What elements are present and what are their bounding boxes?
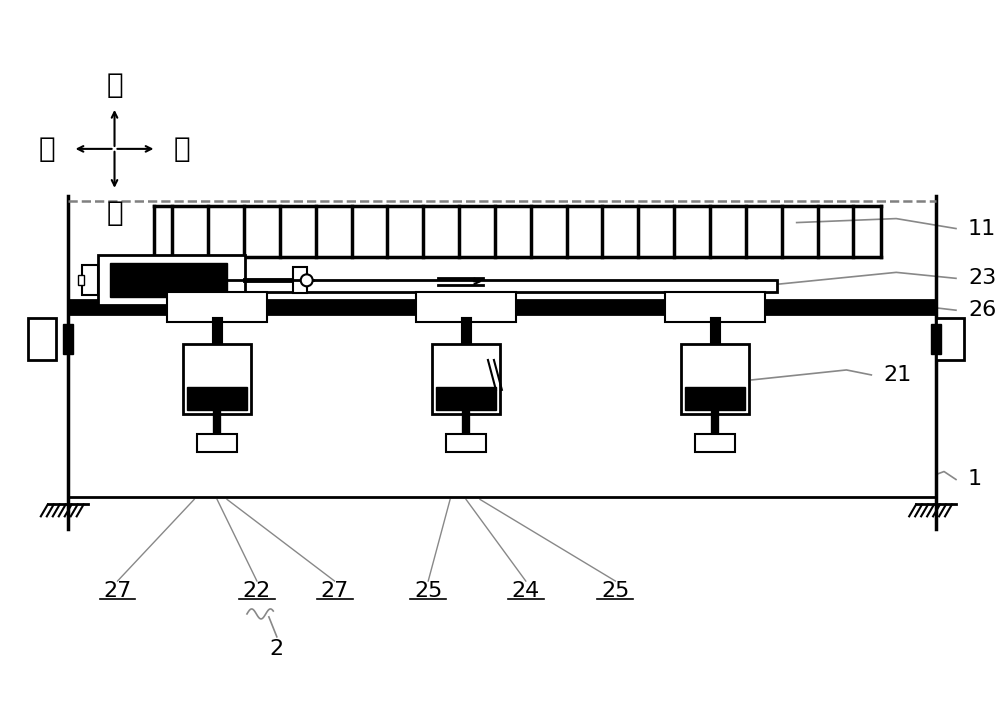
Text: 上: 上 xyxy=(106,71,123,99)
Bar xyxy=(78,276,84,285)
Bar xyxy=(197,434,237,452)
Bar xyxy=(931,324,941,354)
Text: 26: 26 xyxy=(968,300,996,320)
Bar xyxy=(695,434,735,452)
Text: 下: 下 xyxy=(106,198,123,226)
Text: 左: 左 xyxy=(38,135,55,163)
Text: 27: 27 xyxy=(320,581,349,601)
Bar xyxy=(665,292,765,322)
Text: 11: 11 xyxy=(968,218,996,238)
Bar xyxy=(432,344,500,414)
Bar xyxy=(110,263,227,297)
Bar xyxy=(167,292,267,322)
Text: 23: 23 xyxy=(968,268,996,289)
Circle shape xyxy=(301,274,313,286)
Bar xyxy=(63,324,73,354)
Bar xyxy=(681,344,749,414)
Text: 22: 22 xyxy=(243,581,271,601)
Bar xyxy=(28,318,56,360)
Bar xyxy=(446,434,486,452)
Text: 27: 27 xyxy=(103,581,132,601)
Bar xyxy=(154,281,777,292)
Text: 21: 21 xyxy=(883,365,912,385)
Bar xyxy=(68,300,936,314)
Bar xyxy=(82,266,98,295)
Bar xyxy=(293,267,307,294)
Text: 1: 1 xyxy=(968,470,982,490)
Text: 24: 24 xyxy=(512,581,540,601)
Bar xyxy=(416,292,516,322)
Text: 2: 2 xyxy=(270,639,284,659)
Text: 右: 右 xyxy=(174,135,191,163)
Text: 25: 25 xyxy=(414,581,442,601)
Bar xyxy=(187,387,247,410)
Bar xyxy=(98,256,245,305)
Bar xyxy=(936,318,964,360)
Bar xyxy=(685,387,745,410)
Bar xyxy=(436,387,496,410)
Bar xyxy=(183,344,251,414)
Text: 25: 25 xyxy=(601,581,630,601)
